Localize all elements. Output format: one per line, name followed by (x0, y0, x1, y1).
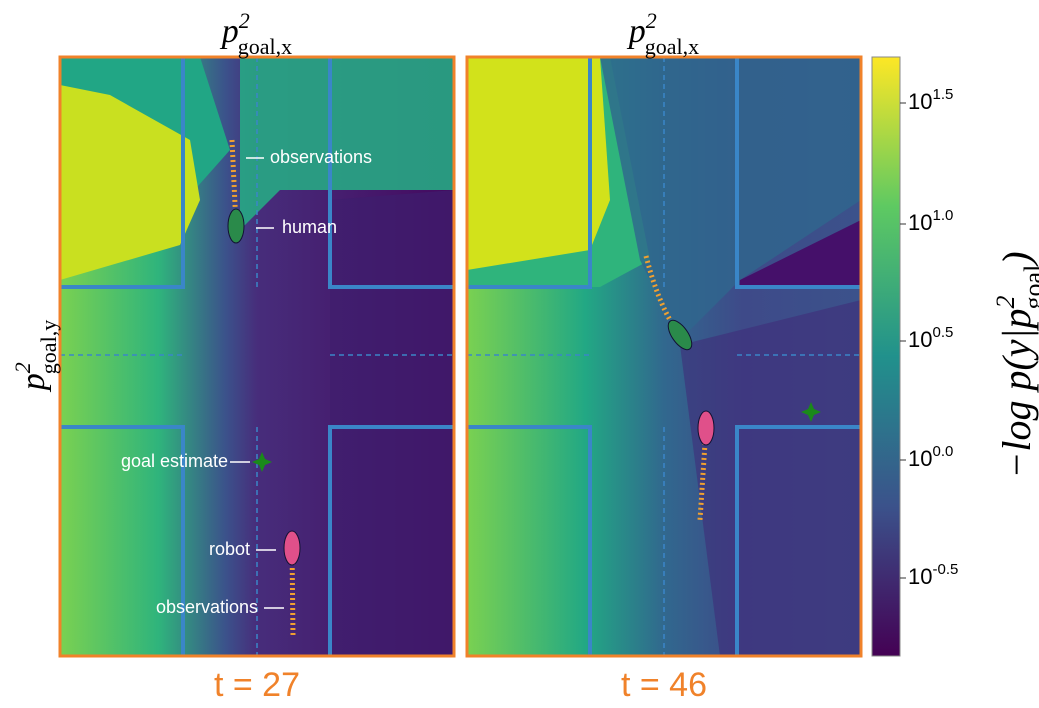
annotation: human (282, 217, 337, 237)
tick-base: 10 (908, 327, 932, 352)
colorbar (871, 56, 901, 657)
tick-exponent: 1.5 (932, 86, 953, 103)
annotation: observations (270, 147, 372, 167)
roads-2 (467, 57, 861, 656)
tick-base: 10 (908, 564, 932, 589)
x-axis-title: p2 goal,x (220, 8, 292, 59)
tick-exponent: 0.0 (932, 443, 953, 460)
panel-frame (58, 55, 456, 658)
caption: t = 46 (621, 666, 707, 704)
tick-exponent: 0.5 (932, 324, 953, 341)
annotation: observations (156, 597, 258, 617)
y-axis-title: p2goal,y (10, 320, 61, 392)
colorbar-tick-label: 101.0 (908, 207, 953, 235)
tick-base: 10 (908, 446, 932, 471)
tick-base: 10 (908, 210, 932, 235)
colorbar-tick-label: 100.5 (908, 324, 953, 352)
roads-1: observations human goal estimate robot o… (60, 57, 454, 656)
tick-base: 10 (908, 89, 932, 114)
colorbar-tick-label: 101.5 (908, 86, 953, 114)
caption: t = 27 (214, 666, 300, 704)
tick-exponent: 1.0 (932, 207, 953, 224)
panel-frame (465, 55, 863, 658)
tick-exponent: -0.5 (932, 561, 958, 578)
colorbar-tick-label: 100.0 (908, 443, 953, 471)
colorbar-tick-label: 10-0.5 (908, 561, 958, 589)
annotation: goal estimate (121, 451, 228, 471)
x-axis-title: p2 goal,x (627, 8, 699, 59)
colorbar-label: −log p(y|p2goal) (991, 251, 1039, 478)
annotation: robot (209, 539, 250, 559)
